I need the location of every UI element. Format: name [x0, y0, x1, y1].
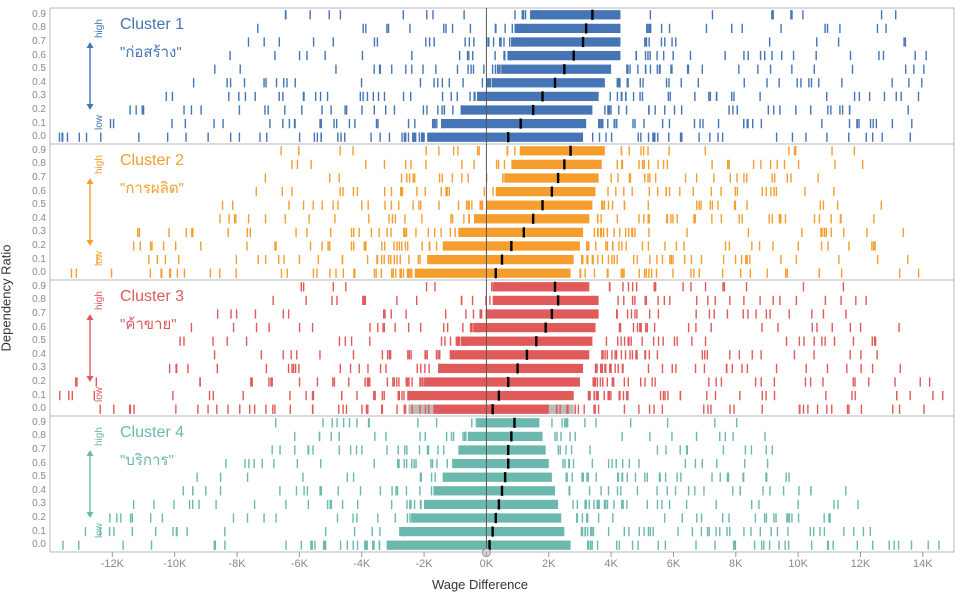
panel-subtitle: "บริการ" [120, 448, 174, 472]
x-axis-label: Wage Difference [0, 577, 960, 592]
y-tick-label: 0.9 [18, 145, 46, 156]
low-label: low [94, 523, 105, 538]
y-tick-label: 0.2 [18, 240, 46, 251]
high-label: high [94, 427, 105, 446]
panel-title: Cluster 4 [120, 424, 184, 442]
x-tick-label: -10K [155, 558, 195, 570]
y-tick-label: 0.6 [18, 458, 46, 469]
panel-title: Cluster 3 [120, 288, 184, 306]
y-tick-label: 0.5 [18, 335, 46, 346]
y-tick-label: 0.6 [18, 186, 46, 197]
y-tick-label: 0.1 [18, 526, 46, 537]
high-label: high [94, 19, 105, 38]
y-tick-label: 0.3 [18, 498, 46, 509]
y-tick-label: 0.5 [18, 63, 46, 74]
y-tick-label: 0.9 [18, 9, 46, 20]
low-label: low [94, 115, 105, 130]
y-tick-label: 0.0 [18, 403, 46, 414]
x-tick-label: -6K [279, 558, 319, 570]
y-tick-label: 0.7 [18, 444, 46, 455]
y-tick-label: 0.8 [18, 294, 46, 305]
panel-subtitle: "ก่อสร้าง" [120, 40, 182, 64]
low-label: low [94, 251, 105, 266]
x-tick-label: 14K [903, 558, 943, 570]
y-tick-label: 0.4 [18, 77, 46, 88]
y-tick-label: 0.0 [18, 267, 46, 278]
x-tick-label: -12K [92, 558, 132, 570]
y-tick-label: 0.8 [18, 22, 46, 33]
y-tick-label: 0.5 [18, 471, 46, 482]
panel-subtitle: "ค้าขาย" [120, 312, 177, 336]
panel-subtitle: "การผลิต" [120, 176, 184, 200]
x-tick-label: 6K [653, 558, 693, 570]
y-tick-label: 0.7 [18, 172, 46, 183]
y-tick-label: 0.5 [18, 199, 46, 210]
y-tick-label: 0.9 [18, 417, 46, 428]
y-tick-label: 0.2 [18, 376, 46, 387]
y-tick-label: 0.2 [18, 104, 46, 115]
y-tick-label: 0.8 [18, 158, 46, 169]
y-tick-label: 0.3 [18, 226, 46, 237]
y-axis-label: Dependency Ratio [0, 244, 14, 351]
y-tick-label: 0.0 [18, 539, 46, 550]
y-tick-label: 0.6 [18, 322, 46, 333]
y-tick-label: 0.8 [18, 430, 46, 441]
low-label: low [94, 387, 105, 402]
y-tick-label: 0.4 [18, 213, 46, 224]
y-tick-label: 0.7 [18, 36, 46, 47]
x-tick-label: 10K [778, 558, 818, 570]
y-tick-label: 0.2 [18, 512, 46, 523]
x-tick-label: 2K [529, 558, 569, 570]
y-tick-label: 0.1 [18, 390, 46, 401]
y-tick-label: 0.1 [18, 118, 46, 129]
x-tick-label: 8K [716, 558, 756, 570]
x-tick-label: 0K [466, 558, 506, 570]
x-tick-label: -2K [404, 558, 444, 570]
x-tick-label: 12K [840, 558, 880, 570]
y-tick-label: 0.4 [18, 485, 46, 496]
x-tick-label: -8K [217, 558, 257, 570]
y-tick-label: 0.6 [18, 50, 46, 61]
strip-plot-chart: Dependency Ratio Wage Difference 0.9 0.8 0… [0, 0, 960, 595]
high-label: high [94, 155, 105, 174]
panel-title: Cluster 2 [120, 152, 184, 170]
high-label: high [94, 291, 105, 310]
y-tick-label: 0.3 [18, 90, 46, 101]
y-tick-label: 0.4 [18, 349, 46, 360]
x-tick-label: -4K [342, 558, 382, 570]
y-tick-label: 0.7 [18, 308, 46, 319]
y-tick-label: 0.1 [18, 254, 46, 265]
y-tick-label: 0.3 [18, 362, 46, 373]
panel-title: Cluster 1 [120, 16, 184, 34]
y-tick-label: 0.9 [18, 281, 46, 292]
x-tick-label: 4K [591, 558, 631, 570]
y-tick-label: 0.0 [18, 131, 46, 142]
